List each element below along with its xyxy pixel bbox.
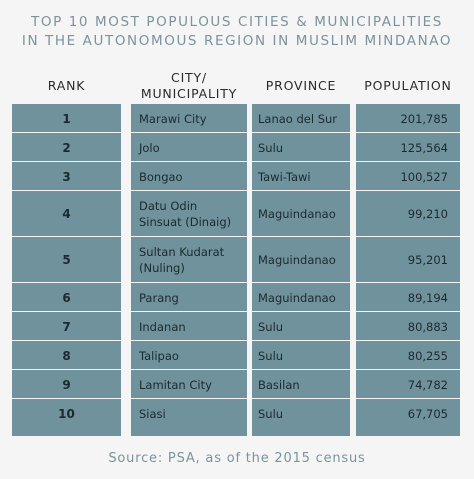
population-cell: 125,564	[400, 140, 448, 155]
row-divider	[12, 236, 121, 237]
rank-column	[12, 104, 121, 436]
province-cell: Tawi-Tawi	[258, 169, 311, 184]
province-column	[252, 104, 350, 436]
city-cell: Lamitan City	[139, 377, 212, 392]
row-divider	[131, 190, 247, 191]
province-cell: Sulu	[258, 406, 284, 421]
population-cell: 89,194	[407, 290, 448, 305]
rank-cell: 6	[62, 290, 71, 305]
city-cell: Indanan	[139, 319, 186, 334]
province-cell: Maguindanao	[258, 207, 336, 221]
population-column	[356, 104, 460, 436]
row-divider	[356, 282, 460, 283]
row-divider	[252, 190, 350, 191]
rank-cell: 4	[62, 207, 71, 221]
row-divider	[356, 132, 460, 133]
city-cell: Datu Odin	[139, 199, 198, 213]
rank-cell: 3	[62, 169, 71, 184]
row-divider	[12, 340, 121, 341]
row-divider	[356, 311, 460, 312]
rank-cell: 10	[58, 406, 75, 421]
row-divider	[356, 190, 460, 191]
province-cell: Lanao del Sur	[258, 111, 338, 126]
header-rank: RANK	[47, 78, 86, 93]
row-divider	[356, 369, 460, 370]
rank-cell: 1	[62, 111, 71, 126]
row-divider	[252, 161, 350, 162]
population-cell: 67,705	[407, 406, 448, 421]
row-divider	[252, 369, 350, 370]
row-divider	[12, 369, 121, 370]
row-divider	[131, 161, 247, 162]
chart-title-line1: TOP 10 MOST POPULOUS CITIES & MUNICIPALI…	[31, 14, 443, 30]
row-divider	[131, 132, 247, 133]
row-divider	[356, 398, 460, 399]
header-city-line2: MUNICIPALITY	[140, 86, 238, 101]
city-cell: Siasi	[139, 406, 166, 421]
population-cell: 80,883	[407, 319, 448, 334]
province-cell: Sulu	[258, 348, 284, 363]
row-divider	[12, 311, 121, 312]
header-province: PROVINCE	[265, 78, 337, 93]
header-population: POPULATION	[364, 78, 452, 93]
population-cell: 74,782	[407, 377, 448, 392]
population-cell: 100,527	[400, 169, 448, 184]
population-cell: 80,255	[407, 348, 448, 363]
city-cell-line2: Sinsuat (Dinaig)	[139, 215, 232, 229]
row-divider	[12, 282, 121, 283]
population-cell: 99,210	[407, 207, 448, 221]
rank-cell: 8	[62, 348, 71, 363]
city-cell: Bongao	[139, 169, 183, 184]
row-divider	[12, 132, 121, 133]
source-note: Source: PSA, as of the 2015 census	[108, 451, 366, 466]
row-divider	[12, 190, 121, 191]
row-divider	[356, 340, 460, 341]
row-divider	[131, 311, 247, 312]
city-column	[131, 104, 247, 436]
population-cell: 201,785	[400, 111, 448, 126]
row-divider	[252, 340, 350, 341]
row-divider	[131, 340, 247, 341]
province-cell: Sulu	[258, 140, 284, 155]
row-divider	[131, 282, 247, 283]
population-cell: 95,201	[407, 253, 448, 267]
city-cell: Parang	[139, 290, 179, 305]
row-divider	[12, 398, 121, 399]
row-divider	[131, 369, 247, 370]
header-city: CITY/ MUNICIPALITY	[131, 70, 247, 102]
city-cell: Jolo	[139, 140, 160, 155]
city-cell-line2: (Nuling)	[139, 261, 185, 275]
row-divider	[131, 236, 247, 237]
city-cell: Sultan Kudarat	[139, 245, 225, 259]
row-divider	[252, 398, 350, 399]
row-divider	[252, 282, 350, 283]
province-cell: Maguindanao	[258, 253, 336, 267]
city-cell: Talipao	[139, 348, 179, 363]
row-divider	[252, 236, 350, 237]
rank-cell: 2	[62, 140, 71, 155]
row-divider	[356, 236, 460, 237]
city-cell: Marawi City	[139, 111, 207, 126]
province-cell: Maguindanao	[258, 290, 336, 305]
row-divider	[131, 398, 247, 399]
row-divider	[252, 311, 350, 312]
row-divider	[356, 161, 460, 162]
rank-cell: 5	[62, 253, 71, 267]
header-city-line1: CITY/	[171, 70, 207, 85]
province-cell: Basilan	[258, 377, 300, 392]
row-divider	[12, 161, 121, 162]
rank-cell: 7	[62, 319, 71, 334]
chart-title-line2: IN THE AUTONOMOUS REGION IN MUSLIM MINDA…	[21, 33, 453, 49]
row-divider	[252, 132, 350, 133]
province-cell: Sulu	[258, 319, 284, 334]
rank-cell: 9	[62, 377, 71, 392]
